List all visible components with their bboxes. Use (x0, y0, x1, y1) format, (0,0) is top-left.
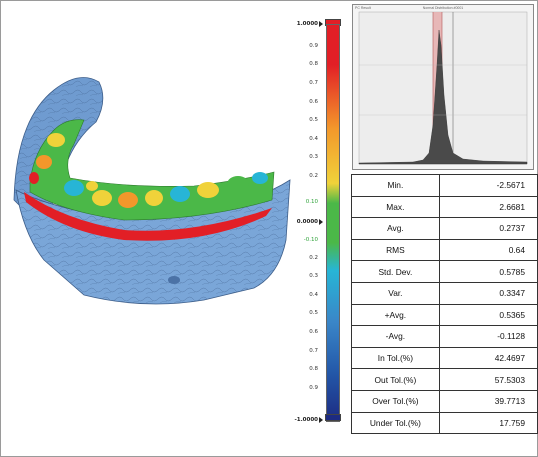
stat-value: 42.4697 (438, 346, 538, 370)
scale-marker-icon (319, 417, 323, 423)
scale-tick-label: 0.2 (309, 254, 318, 261)
stat-label: Out Tol.(%) (351, 368, 440, 391)
deviation-map-3d-model (13, 77, 291, 305)
scale-tick-label: 0.10 (305, 199, 318, 206)
stat-value: 39.7713 (438, 389, 538, 413)
scale-tick-label: 0.8 (309, 366, 318, 373)
scale-tick-label: 0.6 (309, 329, 318, 336)
stat-value: -0.1128 (438, 325, 538, 348)
stat-value: -2.5671 (438, 174, 538, 197)
stat-label: +Avg. (351, 303, 440, 327)
stat-value: 57.5303 (438, 368, 538, 391)
stats-row: Avg. 0.2737 (351, 217, 538, 240)
scale-tick-label: 0.7 (309, 80, 318, 86)
deviation-histogram: PC Result Normal Distribution #0001 (352, 4, 534, 170)
statistics-table: Min. -2.5671 Max. 2.6681 Avg. 0.2737 RMS 0.64 St… (351, 174, 538, 435)
scale-tick-label: 0.4 (309, 135, 318, 142)
scale-tick-label: 0.2 (309, 173, 318, 180)
scale-tick-label: 0.9 (309, 42, 318, 49)
scale-tick-label: 0.0000 (296, 219, 318, 225)
histogram-title: Normal Distribution #0001 (422, 6, 464, 10)
scale-tick-label: 0.9 (309, 384, 318, 391)
scale-marker-icon (319, 21, 323, 27)
histogram-distribution (358, 29, 528, 165)
stats-row: Min. -2.5671 (351, 174, 538, 197)
scale-tick-label: 0.6 (309, 98, 318, 105)
color-bar (326, 24, 340, 422)
stat-label: Under Tol.(%) (351, 411, 440, 435)
stat-value: 2.6681 (438, 195, 538, 219)
scale-tick-label: -0.10 (303, 236, 318, 243)
scale-tick-label: 0.3 (309, 154, 318, 161)
stat-label: Var. (351, 281, 440, 305)
stat-value: 0.2737 (438, 217, 538, 240)
stats-row: Under Tol.(%) 17.759 (351, 411, 538, 435)
scale-tick-label: 1.0000 (296, 21, 318, 27)
stat-label: Over Tol.(%) (351, 389, 440, 413)
stats-row: In Tol.(%) 42.4697 (351, 346, 538, 370)
scale-tick-label: 0.7 (309, 347, 318, 354)
stat-label: Min. (351, 174, 440, 197)
scale-tick-label: -1.0000 (294, 417, 318, 423)
stats-row: Var. 0.3347 (351, 281, 538, 305)
stat-label: -Avg. (351, 325, 440, 348)
teeth-highlights (29, 133, 268, 208)
stat-value: 0.5365 (438, 303, 538, 327)
scale-tick-label: 0.5 (309, 117, 318, 124)
scale-tick-label: 0.5 (309, 310, 318, 317)
stats-row: Std. Dev. 0.5785 (351, 260, 538, 283)
stats-row: +Avg. 0.5365 (351, 303, 538, 327)
stats-row: Out Tol.(%) 57.5303 (351, 368, 538, 391)
red-deviation-region (24, 192, 272, 241)
stat-label: Max. (351, 195, 440, 219)
scale-tick-label: 0.8 (309, 61, 318, 68)
scale-tick-label: 0.3 (309, 273, 318, 280)
stats-row: Over Tol.(%) 39.7713 (351, 389, 538, 413)
stat-label: RMS (351, 238, 440, 262)
color-scale: 1.0000 0.9 0.8 0.7 0.6 0.5 0.4 0.3 0.2 0.10 0.0000… (294, 18, 348, 423)
stat-value: 0.5785 (438, 260, 538, 283)
scale-tick-label: 0.4 (309, 291, 318, 298)
stat-label: Std. Dev. (351, 260, 440, 283)
stat-label: Avg. (351, 217, 440, 240)
stats-row: -Avg. -0.1128 (351, 325, 538, 348)
stat-value: 17.759 (438, 411, 538, 435)
stats-row: RMS 0.64 (351, 238, 538, 262)
histogram-corner-label: PC Result (355, 6, 371, 10)
stat-label: In Tol.(%) (351, 346, 440, 370)
scale-marker-icon (319, 219, 323, 225)
stat-value: 0.64 (438, 238, 538, 262)
stat-value: 0.3347 (438, 281, 538, 305)
histogram-plot (358, 11, 528, 165)
stats-row: Max. 2.6681 (351, 195, 538, 219)
scale-under-cap (325, 414, 341, 421)
